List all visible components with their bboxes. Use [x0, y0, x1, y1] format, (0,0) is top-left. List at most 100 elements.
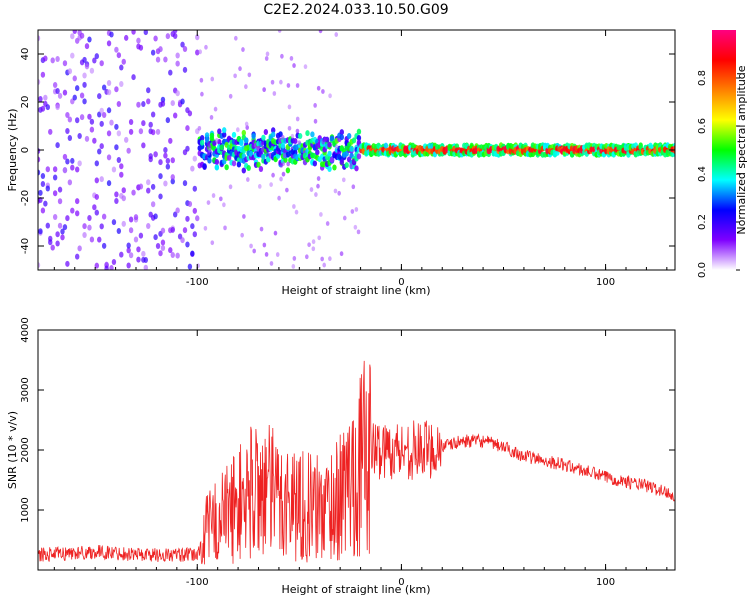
spectrogram-cell — [114, 86, 119, 93]
y-tick-label: -20 — [20, 190, 31, 206]
spectrogram-cell — [146, 179, 151, 186]
spectrogram-cell — [170, 178, 175, 185]
spectrogram-cell — [173, 33, 178, 40]
spectrogram-cell — [75, 253, 80, 260]
spectrogram-cell — [106, 89, 112, 96]
spectrogram-cell — [309, 187, 314, 192]
spectrogram-cell — [231, 160, 237, 167]
spectrogram-cell — [89, 118, 95, 125]
spectrogram-cell — [38, 78, 41, 85]
spectrogram-cell — [153, 213, 158, 220]
spectrogram-cell — [241, 167, 246, 174]
spectrogram-cell — [223, 225, 227, 231]
y-tick-label: 2000 — [20, 437, 31, 462]
spectrogram-cell — [124, 34, 129, 41]
spectrogram-cell — [286, 83, 291, 88]
spectrogram-cell — [279, 176, 283, 182]
spectrogram-cell — [60, 234, 65, 241]
y-tick-label: 40 — [20, 48, 31, 61]
spectrogram-cell — [163, 180, 168, 187]
spectrogram-cell — [126, 147, 131, 154]
spectrogram-cell — [246, 177, 250, 182]
spectrogram-cell — [316, 176, 321, 181]
spectrogram-cell — [126, 247, 131, 254]
spectrogram-cell — [158, 193, 163, 200]
spectrogram-cell — [143, 264, 148, 270]
spectrogram-cell — [238, 66, 242, 72]
spectrogram-cell — [150, 201, 156, 208]
spectrogram-cell — [155, 128, 161, 135]
x-tick-label: 100 — [596, 577, 615, 588]
spectrogram-cell — [271, 131, 276, 138]
spectrogram-cell — [214, 159, 220, 166]
y-tick-label: -40 — [20, 238, 31, 254]
spectrogram-cell — [182, 46, 188, 53]
spectrogram-cell — [116, 52, 122, 59]
spectrogram-cell — [138, 44, 144, 51]
snr-x-ticks: -100 0 100 — [53, 330, 668, 588]
spectrogram-cell — [116, 227, 122, 234]
spectrogram-cell — [131, 74, 136, 81]
spectrogram-cell — [89, 236, 95, 243]
spectrogram-cell — [114, 46, 119, 53]
spectrogram-cell — [346, 133, 352, 140]
spectrogram-cell — [55, 240, 60, 247]
spectrogram-cell — [182, 180, 188, 187]
spectrogram-cell — [170, 100, 175, 107]
spectrogram-cell — [353, 224, 358, 230]
snr-panel: -100 0 100 1000 2000 3000 4000 Height of stra… — [6, 317, 676, 596]
spectrogram-cell — [182, 227, 188, 234]
spectrogram-cell — [256, 161, 261, 168]
spectrogram-cell — [45, 104, 50, 111]
spectrogram-cell — [131, 30, 136, 35]
y-tick-label: 0 — [20, 147, 31, 153]
spectrogram-cell — [116, 101, 122, 108]
spectrogram-cell — [261, 134, 266, 141]
spectrogram-cell — [50, 57, 55, 64]
spectrogram-cell — [210, 76, 215, 82]
spectrogram-cell — [185, 145, 190, 152]
spectrogram-cell — [38, 147, 41, 154]
spectrogram-cell — [226, 154, 232, 161]
spectrogram-cell — [119, 163, 124, 170]
spectrogram-panel: -100 0 100 -40 -20 0 20 40 Height of straight … — [6, 29, 676, 297]
spectrogram-cell — [106, 79, 112, 86]
spectrogram-cell — [170, 174, 175, 181]
spectrogram-cell — [214, 164, 220, 171]
spectrogram-cell — [79, 92, 85, 99]
spectrogram-cell — [312, 160, 318, 167]
spectrogram-cell — [94, 53, 100, 60]
spectrogram-cell — [111, 166, 117, 173]
spectrogram-cell — [297, 140, 302, 146]
spectrogram-cell-group — [38, 30, 675, 270]
spectrogram-cell — [192, 185, 197, 192]
spectrogram-cell — [128, 128, 134, 135]
colorbar: 0.0 0.2 0.4 0.6 0.8 Normalized spectral ampl… — [697, 30, 748, 278]
spectrogram-cell — [292, 256, 297, 261]
spectrogram-cell — [314, 192, 318, 197]
spectrogram-cell — [40, 105, 46, 112]
spectrogram-cell — [109, 265, 114, 270]
spectrogram-cell — [146, 87, 151, 94]
spectrogram-cell — [247, 72, 252, 78]
spectrogram-cell — [38, 228, 43, 235]
spectrogram-cell — [271, 172, 275, 178]
spectrogram-cell — [339, 158, 344, 165]
spectrogram-cell — [52, 213, 58, 220]
spectrogram-cell — [168, 247, 173, 254]
spectrogram-cell — [244, 121, 249, 127]
spectrogram-cell — [97, 236, 102, 243]
spectrogram-cell — [342, 215, 347, 221]
y-tick-label: 20 — [20, 96, 31, 109]
spectrogram-cell — [203, 225, 208, 231]
spectrogram-cell — [148, 121, 153, 128]
y-tick-label: 4000 — [20, 317, 31, 342]
spectrogram-cell — [106, 40, 112, 47]
spectrogram-cell — [269, 261, 274, 266]
spectrogram-cell — [187, 263, 193, 270]
spectrogram-cell — [257, 184, 262, 189]
spectrogram-cell — [136, 101, 141, 108]
spectrogram-cell — [40, 71, 46, 78]
spectrogram-cell — [99, 223, 104, 230]
